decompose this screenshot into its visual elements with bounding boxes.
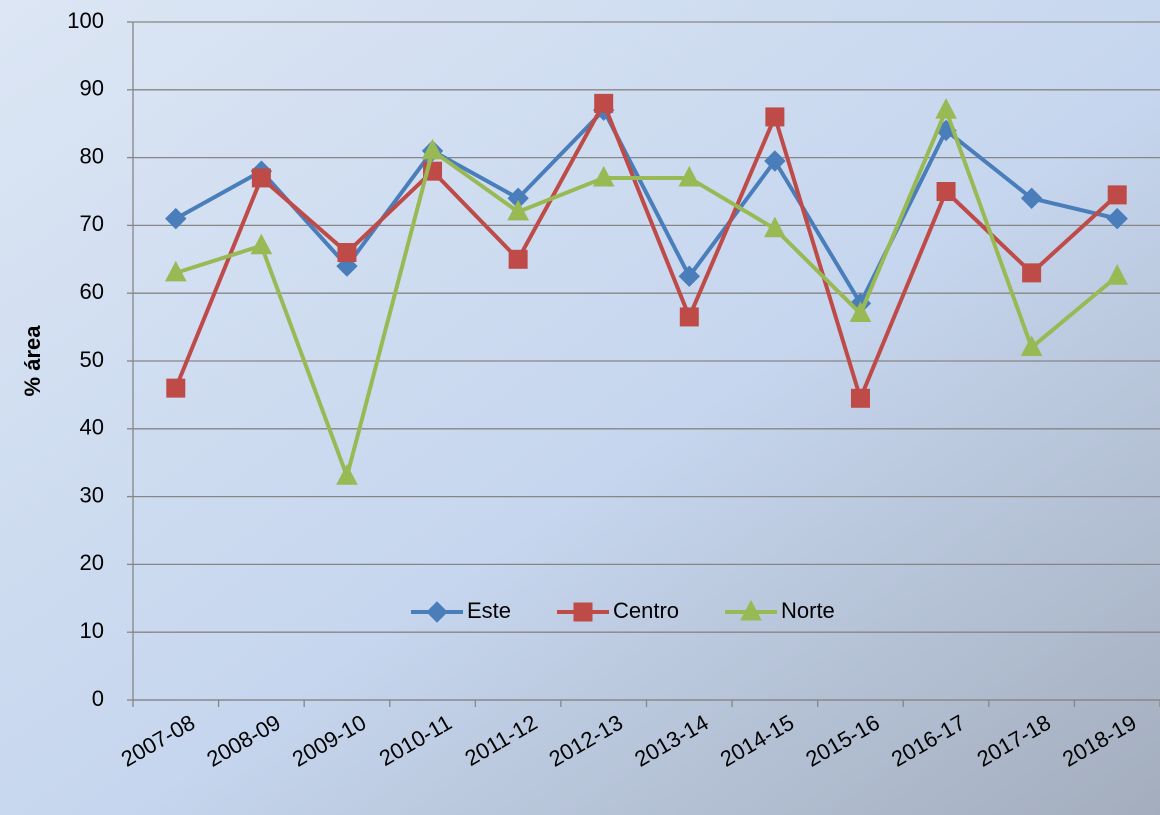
legend-label: Norte <box>781 598 835 623</box>
series-line <box>174 108 1118 306</box>
data-point <box>1020 187 1043 209</box>
y-tick-label: 100 <box>67 8 104 33</box>
data-point <box>765 107 785 127</box>
data-point <box>1106 207 1128 230</box>
data-point <box>166 378 186 398</box>
data-point <box>250 233 273 255</box>
y-tick-label: 80 <box>80 143 104 168</box>
data-point <box>165 207 187 230</box>
data-point <box>507 199 529 221</box>
data-point <box>679 307 699 327</box>
data-point <box>764 150 786 172</box>
data-point <box>337 243 357 263</box>
data-point <box>1020 335 1043 356</box>
data-point <box>678 165 701 187</box>
data-point <box>594 93 614 113</box>
y-tick-label: 50 <box>80 347 104 372</box>
data-point <box>508 249 528 269</box>
legend-marker <box>740 599 762 621</box>
y-tick-label: 30 <box>80 482 104 507</box>
y-tick-label: 40 <box>80 415 104 440</box>
data-point <box>850 388 870 408</box>
data-point <box>251 168 271 188</box>
y-tick-label: 20 <box>80 550 104 575</box>
data-point <box>935 98 957 119</box>
legend-marker <box>426 601 448 623</box>
data-point <box>1022 263 1042 283</box>
legend-label: Centro <box>613 598 679 623</box>
y-tick-label: 10 <box>80 618 104 643</box>
data-point <box>936 182 956 201</box>
legend-marker <box>573 602 593 622</box>
data-point <box>1106 264 1129 285</box>
data-point <box>592 165 615 187</box>
y-tick-label: 70 <box>80 211 104 236</box>
data-point <box>164 260 187 282</box>
y-axis-title: % área <box>20 325 45 397</box>
series-line <box>175 108 1119 479</box>
data-point <box>1107 185 1127 205</box>
data-point <box>421 138 444 160</box>
data-point <box>764 216 786 238</box>
y-tick-label: 60 <box>80 279 104 304</box>
y-tick-label: 0 <box>92 686 104 711</box>
data-point <box>849 301 872 323</box>
legend-label: Este <box>467 598 511 623</box>
y-tick-label: 90 <box>80 76 104 101</box>
data-point <box>678 265 700 287</box>
series-line <box>173 101 1119 401</box>
data-point <box>336 464 358 485</box>
